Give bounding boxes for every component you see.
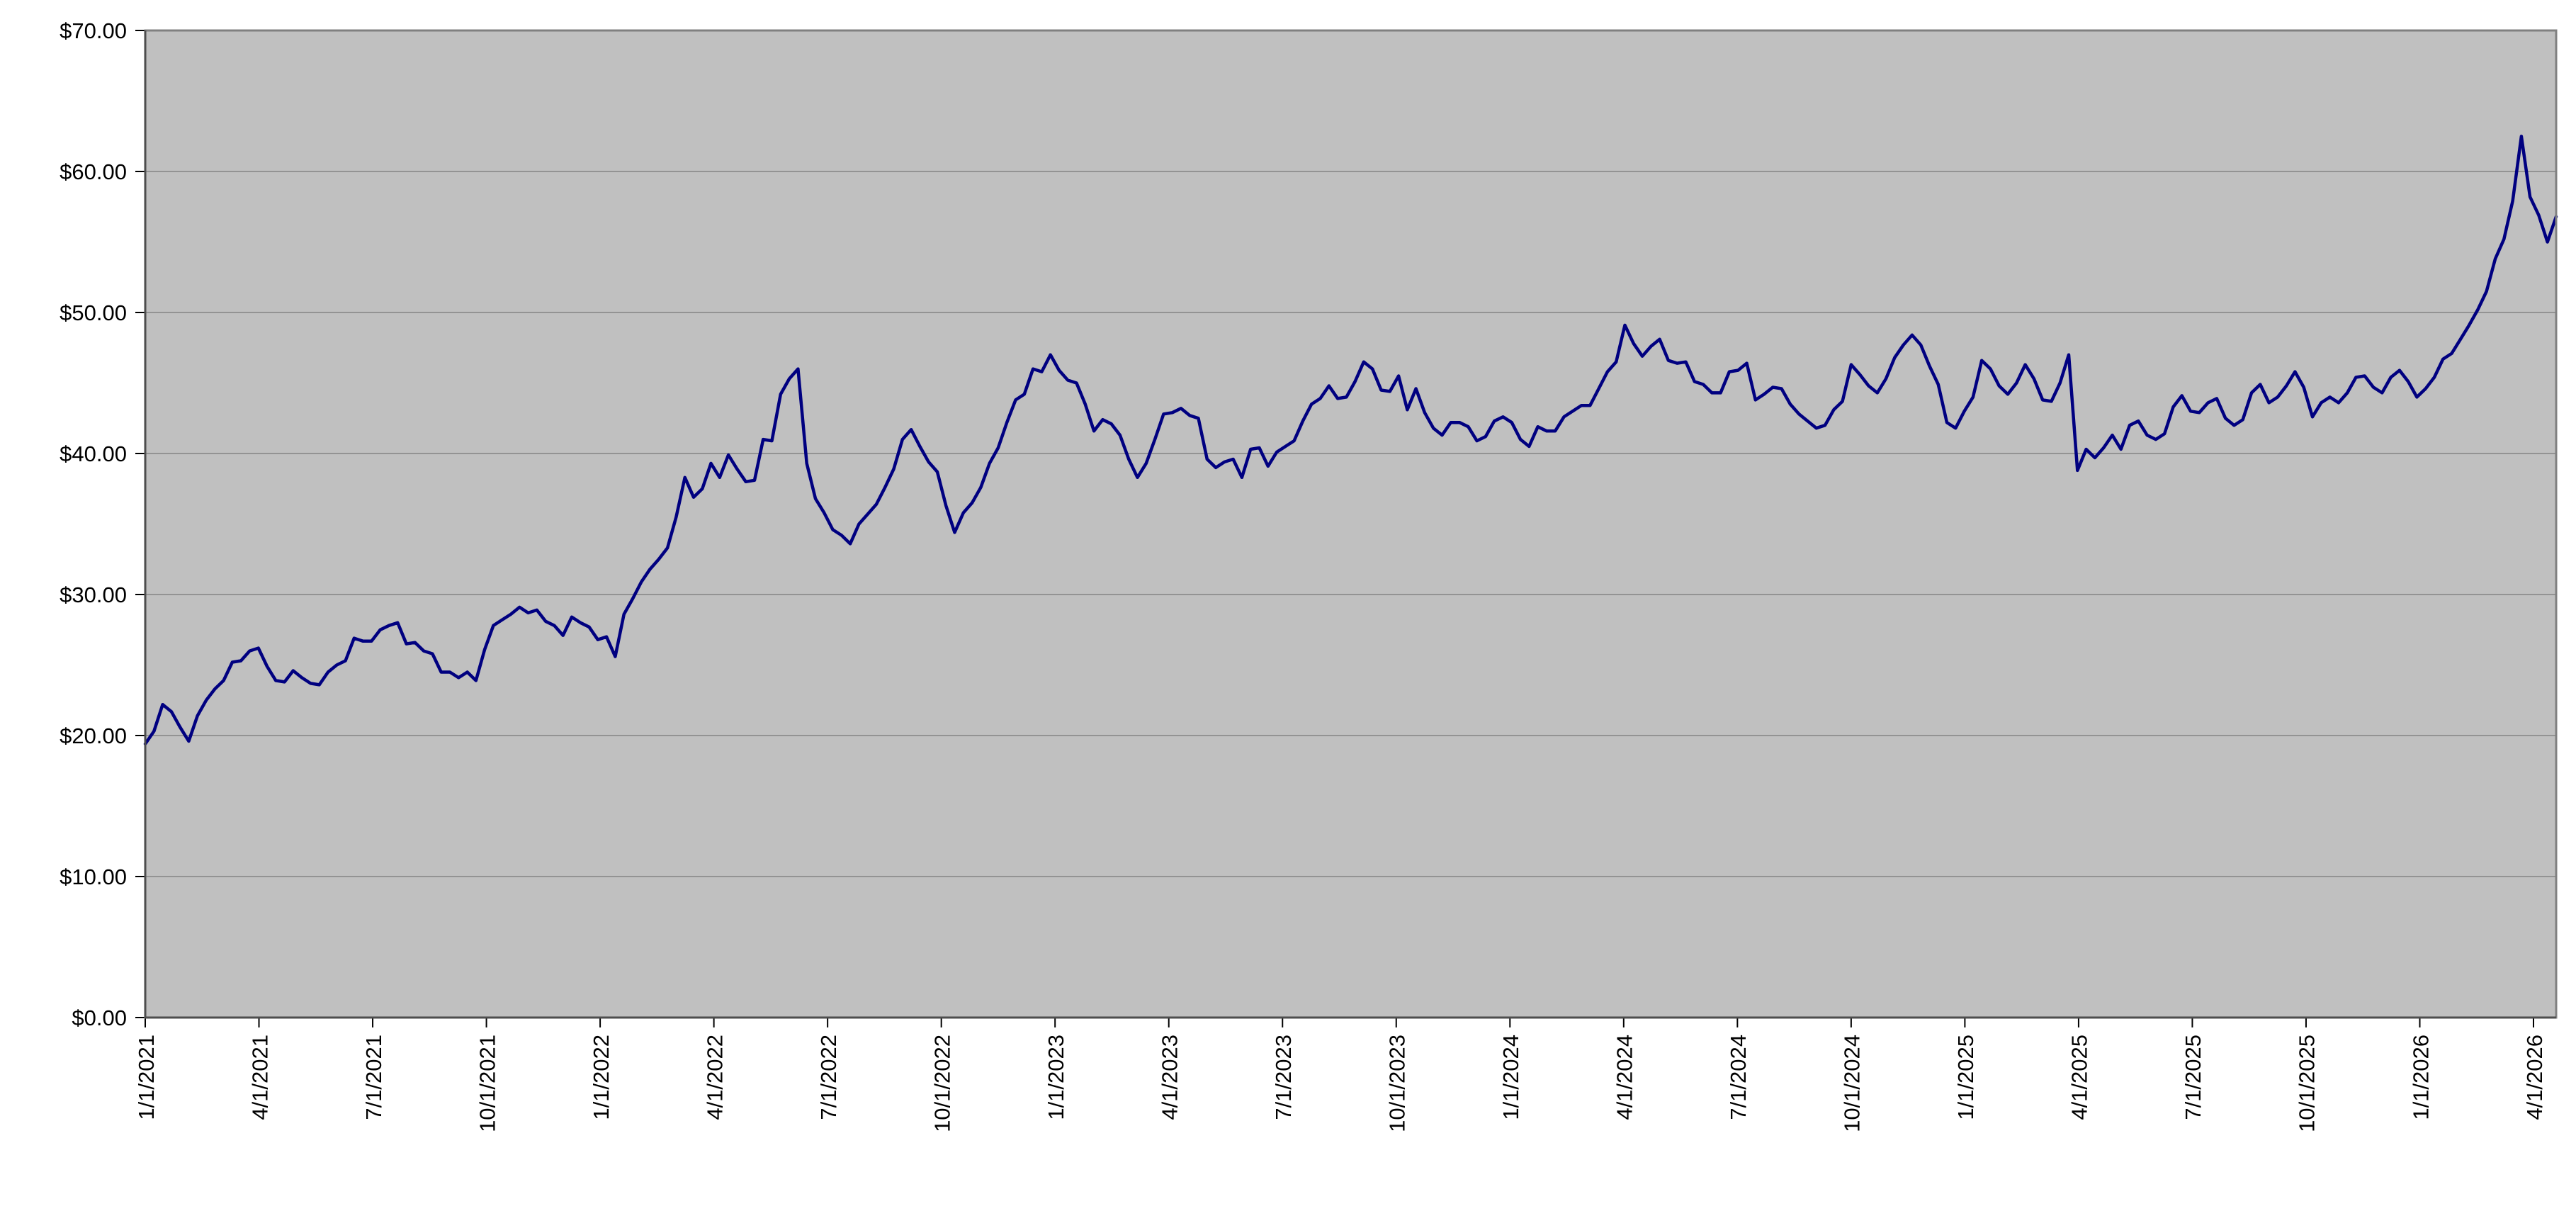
plot-area xyxy=(145,30,2556,1018)
x-axis-label-8: 1/1/2023 xyxy=(1044,1035,1068,1120)
x-axis-label-19: 10/1/2025 xyxy=(2295,1035,2320,1132)
y-axis-label-7: $70.00 xyxy=(60,18,127,43)
x-axis-label-20: 1/1/2026 xyxy=(2408,1035,2433,1120)
x-axis-label-15: 10/1/2024 xyxy=(1840,1035,1865,1132)
x-axis-label-10: 7/1/2023 xyxy=(1271,1035,1296,1120)
price-line xyxy=(143,135,2558,746)
x-axis-label-16: 1/1/2025 xyxy=(1953,1035,1978,1120)
x-axis-label-0: 1/1/2021 xyxy=(134,1035,159,1120)
x-axis-label-9: 4/1/2023 xyxy=(1157,1035,1182,1120)
y-axis-label-4: $40.00 xyxy=(60,441,127,466)
x-axis-label-5: 4/1/2022 xyxy=(702,1035,727,1120)
x-axis-label-1: 4/1/2021 xyxy=(247,1035,272,1120)
x-axis-label-7: 10/1/2022 xyxy=(930,1035,954,1132)
x-axis-label-14: 7/1/2024 xyxy=(1726,1035,1751,1120)
x-axis-label-12: 1/1/2024 xyxy=(1498,1035,1523,1120)
x-axis-label-13: 4/1/2024 xyxy=(1612,1035,1637,1120)
x-axis-label-21: 4/1/2026 xyxy=(2522,1035,2547,1120)
x-axis-label-6: 7/1/2022 xyxy=(816,1035,841,1120)
y-axis-label-2: $20.00 xyxy=(60,723,127,748)
y-axis-label-5: $50.00 xyxy=(60,300,127,325)
x-axis-label-18: 7/1/2025 xyxy=(2181,1035,2205,1120)
x-axis-label-17: 4/1/2025 xyxy=(2067,1035,2092,1120)
y-axis-label-1: $10.00 xyxy=(60,864,127,889)
y-axis-label-6: $60.00 xyxy=(60,159,127,184)
x-axis-label-4: 1/1/2022 xyxy=(589,1035,614,1120)
y-axis-label-3: $30.00 xyxy=(60,582,127,607)
x-axis-label-2: 7/1/2021 xyxy=(361,1035,386,1120)
y-axis-label-0: $0.00 xyxy=(72,1006,127,1030)
x-axis-label-11: 10/1/2023 xyxy=(1385,1035,1410,1132)
x-axis-label-3: 10/1/2021 xyxy=(475,1035,499,1132)
